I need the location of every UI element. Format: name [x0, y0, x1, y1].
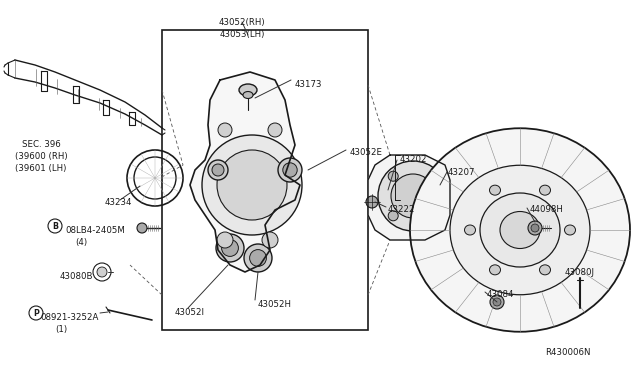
Ellipse shape [490, 265, 500, 275]
Text: (39601 (LH): (39601 (LH) [15, 164, 67, 173]
Ellipse shape [540, 185, 550, 195]
Circle shape [428, 211, 438, 221]
Ellipse shape [410, 128, 630, 332]
Text: 43052H: 43052H [258, 300, 292, 309]
Text: (39600 (RH): (39600 (RH) [15, 152, 68, 161]
Text: 43052(RH): 43052(RH) [219, 18, 266, 27]
Text: 08LB4-2405M: 08LB4-2405M [65, 226, 125, 235]
Circle shape [218, 123, 232, 137]
Text: 44098H: 44098H [530, 205, 564, 214]
Circle shape [202, 135, 302, 235]
Ellipse shape [500, 212, 540, 248]
Ellipse shape [465, 225, 476, 235]
Circle shape [378, 161, 448, 231]
Ellipse shape [239, 84, 257, 96]
Polygon shape [190, 72, 300, 272]
Text: 43052I: 43052I [175, 308, 205, 317]
Circle shape [388, 171, 398, 181]
Circle shape [283, 163, 297, 177]
Ellipse shape [450, 165, 590, 295]
Text: (4): (4) [75, 238, 87, 247]
Circle shape [250, 250, 266, 266]
Circle shape [531, 224, 539, 232]
Circle shape [29, 306, 43, 320]
Text: 43173: 43173 [295, 80, 323, 89]
Text: 43222: 43222 [388, 205, 415, 214]
Text: P: P [33, 308, 39, 317]
Circle shape [268, 123, 282, 137]
Circle shape [528, 221, 542, 235]
Ellipse shape [243, 92, 253, 99]
Text: R430006N: R430006N [545, 348, 591, 357]
Circle shape [217, 232, 233, 248]
Text: B: B [52, 221, 58, 231]
Circle shape [493, 298, 501, 306]
Ellipse shape [480, 193, 560, 267]
Text: 43084: 43084 [487, 290, 515, 299]
Circle shape [391, 174, 435, 218]
Circle shape [48, 219, 62, 233]
Text: 43207: 43207 [448, 168, 476, 177]
Circle shape [216, 234, 244, 262]
Circle shape [217, 150, 287, 220]
Circle shape [244, 244, 272, 272]
Ellipse shape [540, 265, 550, 275]
Circle shape [262, 232, 278, 248]
Text: 43053(LH): 43053(LH) [220, 30, 265, 39]
Text: 43234: 43234 [105, 198, 132, 207]
Circle shape [221, 240, 239, 256]
Circle shape [278, 158, 302, 182]
Text: 43080B: 43080B [60, 272, 93, 281]
Text: 08921-3252A: 08921-3252A [40, 313, 99, 322]
Polygon shape [368, 155, 450, 240]
Text: 43202: 43202 [400, 155, 428, 164]
Circle shape [388, 211, 398, 221]
Circle shape [208, 160, 228, 180]
Text: 43052E: 43052E [350, 148, 383, 157]
Text: SEC. 396: SEC. 396 [22, 140, 61, 149]
Ellipse shape [490, 185, 500, 195]
Text: 43080J: 43080J [565, 268, 595, 277]
Bar [162, 30, 368, 330]
Text: (1): (1) [55, 325, 67, 334]
Circle shape [428, 171, 438, 181]
Circle shape [366, 196, 378, 208]
Circle shape [137, 223, 147, 233]
Circle shape [490, 295, 504, 309]
Circle shape [93, 263, 111, 281]
Circle shape [212, 164, 224, 176]
Circle shape [97, 267, 107, 277]
Ellipse shape [564, 225, 575, 235]
